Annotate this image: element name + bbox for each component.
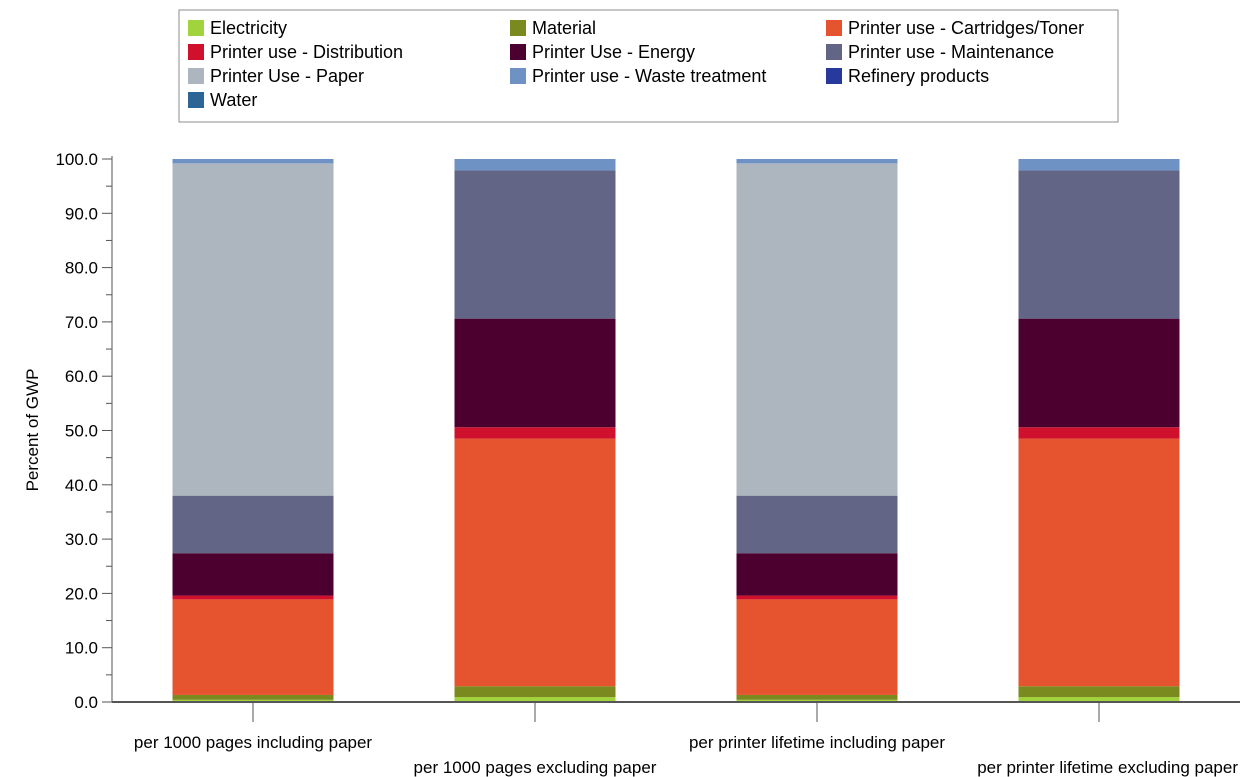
legend-swatch	[510, 68, 526, 84]
bar-stack-per-printer-lifetime-including-paper	[736, 159, 898, 702]
legend-label: Printer Use - Paper	[210, 66, 364, 86]
y-tick-label: 60.0	[65, 367, 98, 386]
bar-segment-printer-use-maintenance	[454, 170, 616, 319]
legend-label: Refinery products	[848, 66, 989, 86]
legend-swatch	[188, 44, 204, 60]
y-tick-label: 0.0	[74, 693, 98, 712]
bar-segment-printer-use-paper	[172, 163, 334, 496]
legend-item-material: Material	[510, 18, 596, 38]
legend-swatch	[826, 20, 842, 36]
legend-label: Printer use - Distribution	[210, 42, 403, 62]
bar-segment-printer-use-maintenance	[736, 495, 898, 554]
legend-item-refinery-products: Refinery products	[826, 66, 989, 86]
legend-swatch	[188, 92, 204, 108]
legend-item-printer-use-maintenance: Printer use - Maintenance	[826, 42, 1054, 62]
bar-segment-printer-use-distribution	[454, 427, 616, 439]
bar-segment-printer-use-cartridges-toner	[172, 599, 334, 695]
y-tick-label: 20.0	[65, 584, 98, 603]
legend: Electricity Material Printer use - Cartrid…	[178, 9, 1119, 123]
legend-label: Material	[532, 18, 596, 38]
legend-swatch	[826, 68, 842, 84]
bar-segment-printer-use-distribution	[1018, 427, 1180, 439]
legend-label: Printer use - Waste treatment	[532, 66, 766, 86]
legend-item-printer-use-paper: Printer Use - Paper	[188, 66, 364, 86]
y-tick-label: 40.0	[65, 476, 98, 495]
bar-segment-printer-use-waste-treatment	[736, 159, 898, 164]
bar-segment-material	[172, 694, 334, 700]
x-category-label: per printer lifetime including paper	[689, 733, 945, 752]
y-tick-label: 80.0	[65, 259, 98, 278]
y-tick-label: 30.0	[65, 530, 98, 549]
bar-stack-per-1000-pages-excluding-paper	[454, 159, 616, 702]
bar-segment-electricity	[172, 699, 334, 702]
legend-label: Printer Use - Energy	[532, 42, 695, 62]
y-tick-label: 50.0	[65, 422, 98, 441]
bar-stack-per-1000-pages-including-paper	[172, 159, 334, 702]
legend-item-printer-use-cartridges-toner: Printer use - Cartridges/Toner	[826, 18, 1084, 38]
bar-segment-printer-use-cartridges-toner	[454, 438, 616, 687]
legend-label: Water	[210, 90, 257, 110]
legend-swatch	[826, 44, 842, 60]
legend-label: Electricity	[210, 18, 287, 38]
x-category-label: per printer lifetime excluding paper	[977, 758, 1238, 777]
legend-label: Printer use - Maintenance	[848, 42, 1054, 62]
bar-segment-printer-use-paper	[736, 163, 898, 496]
bar-segment-printer-use-waste-treatment	[172, 159, 334, 164]
legend-box	[178, 9, 1119, 123]
bar-segment-printer-use-energy	[172, 553, 334, 596]
bar-segment-printer-use-energy	[736, 553, 898, 596]
bar-segment-printer-use-distribution	[172, 595, 334, 600]
legend-item-printer-use-energy: Printer Use - Energy	[510, 42, 695, 62]
y-tick-label: 70.0	[65, 313, 98, 332]
y-axis-title: Percent of GWP	[23, 369, 42, 492]
bar-segment-material	[1018, 686, 1180, 698]
bar-segment-printer-use-energy	[1018, 318, 1180, 428]
legend-swatch	[188, 20, 204, 36]
bar-segment-electricity	[1018, 697, 1180, 702]
bar-segment-printer-use-cartridges-toner	[736, 599, 898, 695]
bar-segment-material	[454, 686, 616, 698]
bar-segment-printer-use-maintenance	[172, 495, 334, 554]
bar-segment-material	[736, 694, 898, 700]
bar-stack-per-printer-lifetime-excluding-paper	[1018, 159, 1180, 702]
bar-segment-electricity	[454, 697, 616, 702]
y-tick-label: 10.0	[65, 639, 98, 658]
plot-area: 0.0 10.0 20.0 30.0 40.0 50.0 60.0 70.0 80.0 90.0 1…	[55, 150, 1240, 777]
legend-swatch	[510, 44, 526, 60]
y-tick-label: 90.0	[65, 204, 98, 223]
bar-segment-electricity	[736, 699, 898, 702]
bar-segment-printer-use-waste-treatment	[1018, 159, 1180, 171]
legend-item-printer-use-waste-treatment: Printer use - Waste treatment	[510, 66, 766, 86]
legend-item-printer-use-distribution: Printer use - Distribution	[188, 42, 403, 62]
bar-segment-printer-use-distribution	[736, 595, 898, 600]
legend-item-electricity: Electricity	[188, 18, 287, 38]
legend-swatch	[188, 68, 204, 84]
legend-item-water: Water	[188, 90, 257, 110]
legend-label: Printer use - Cartridges/Toner	[848, 18, 1084, 38]
y-tick-label: 100.0	[55, 150, 98, 169]
legend-swatch	[510, 20, 526, 36]
bar-segment-printer-use-maintenance	[1018, 170, 1180, 319]
bar-segment-printer-use-cartridges-toner	[1018, 438, 1180, 687]
bar-segment-printer-use-energy	[454, 318, 616, 428]
x-category-label: per 1000 pages excluding paper	[414, 758, 657, 777]
x-category-label: per 1000 pages including paper	[134, 733, 373, 752]
bar-segment-printer-use-waste-treatment	[454, 159, 616, 171]
